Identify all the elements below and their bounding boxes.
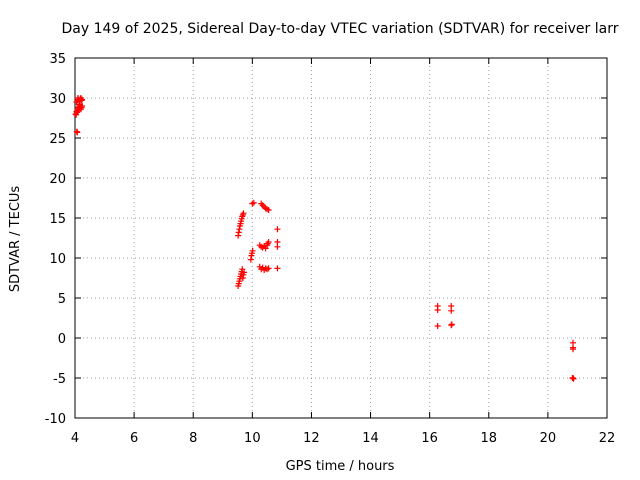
data-point-marker (434, 323, 441, 329)
data-point-marker (265, 207, 272, 213)
data-points (72, 95, 577, 382)
x-tick-label: 8 (189, 431, 197, 446)
x-tick-label: 18 (481, 431, 498, 446)
data-point-marker (240, 210, 247, 217)
y-tick-label: 15 (49, 212, 66, 227)
x-axis-label: GPS time / hours (286, 459, 395, 474)
grid (75, 58, 607, 418)
plot-frame (74, 57, 608, 419)
y-axis-label: SDTVAR / TECUs (8, 186, 23, 293)
data-point-marker (250, 199, 257, 206)
data-point-marker (74, 129, 81, 136)
y-tick-label: -5 (53, 372, 66, 387)
data-point-marker (434, 307, 441, 313)
data-point-marker (274, 265, 281, 272)
x-tick-label: 16 (421, 431, 438, 446)
data-point-marker (570, 346, 577, 353)
x-tick-label: 14 (362, 431, 379, 446)
x-tick-label: 20 (540, 431, 557, 446)
axis-ticks: 4 6 8 10 12 14 16 18 20 22 -10 -5 0 5 10 15 20 25 30 35 (45, 52, 616, 446)
data-point-marker (448, 321, 455, 328)
x-tick-label: 4 (71, 431, 79, 446)
data-point-marker (79, 103, 86, 109)
y-tick-label: -10 (45, 412, 66, 427)
y-tick-label: 30 (49, 92, 66, 107)
data-point-marker (265, 265, 272, 272)
y-tick-label: 35 (49, 52, 66, 67)
data-point-marker (274, 226, 281, 233)
data-point-marker (262, 245, 269, 252)
data-point-marker (249, 247, 256, 254)
data-point-marker (249, 200, 256, 207)
x-tick-label: 22 (599, 431, 616, 446)
data-point-marker (264, 240, 271, 247)
data-point-marker (239, 266, 246, 273)
chart-title: Day 149 of 2025, Sidereal Day-to-day VTE… (62, 21, 619, 37)
data-point-marker (448, 307, 455, 314)
y-tick-label: 5 (58, 292, 66, 307)
data-point-marker (274, 243, 281, 250)
data-point-marker (569, 375, 576, 381)
data-point-marker (570, 375, 577, 382)
y-tick-label: 10 (49, 252, 66, 267)
data-point-marker (241, 269, 248, 276)
data-point-marker (79, 96, 86, 103)
x-tick-label: 12 (303, 431, 320, 446)
y-tick-label: 20 (49, 172, 66, 187)
y-tick-label: 25 (49, 132, 66, 147)
x-tick-label: 6 (130, 431, 138, 446)
y-tick-label: 0 (58, 332, 66, 347)
x-tick-label: 10 (244, 431, 261, 446)
